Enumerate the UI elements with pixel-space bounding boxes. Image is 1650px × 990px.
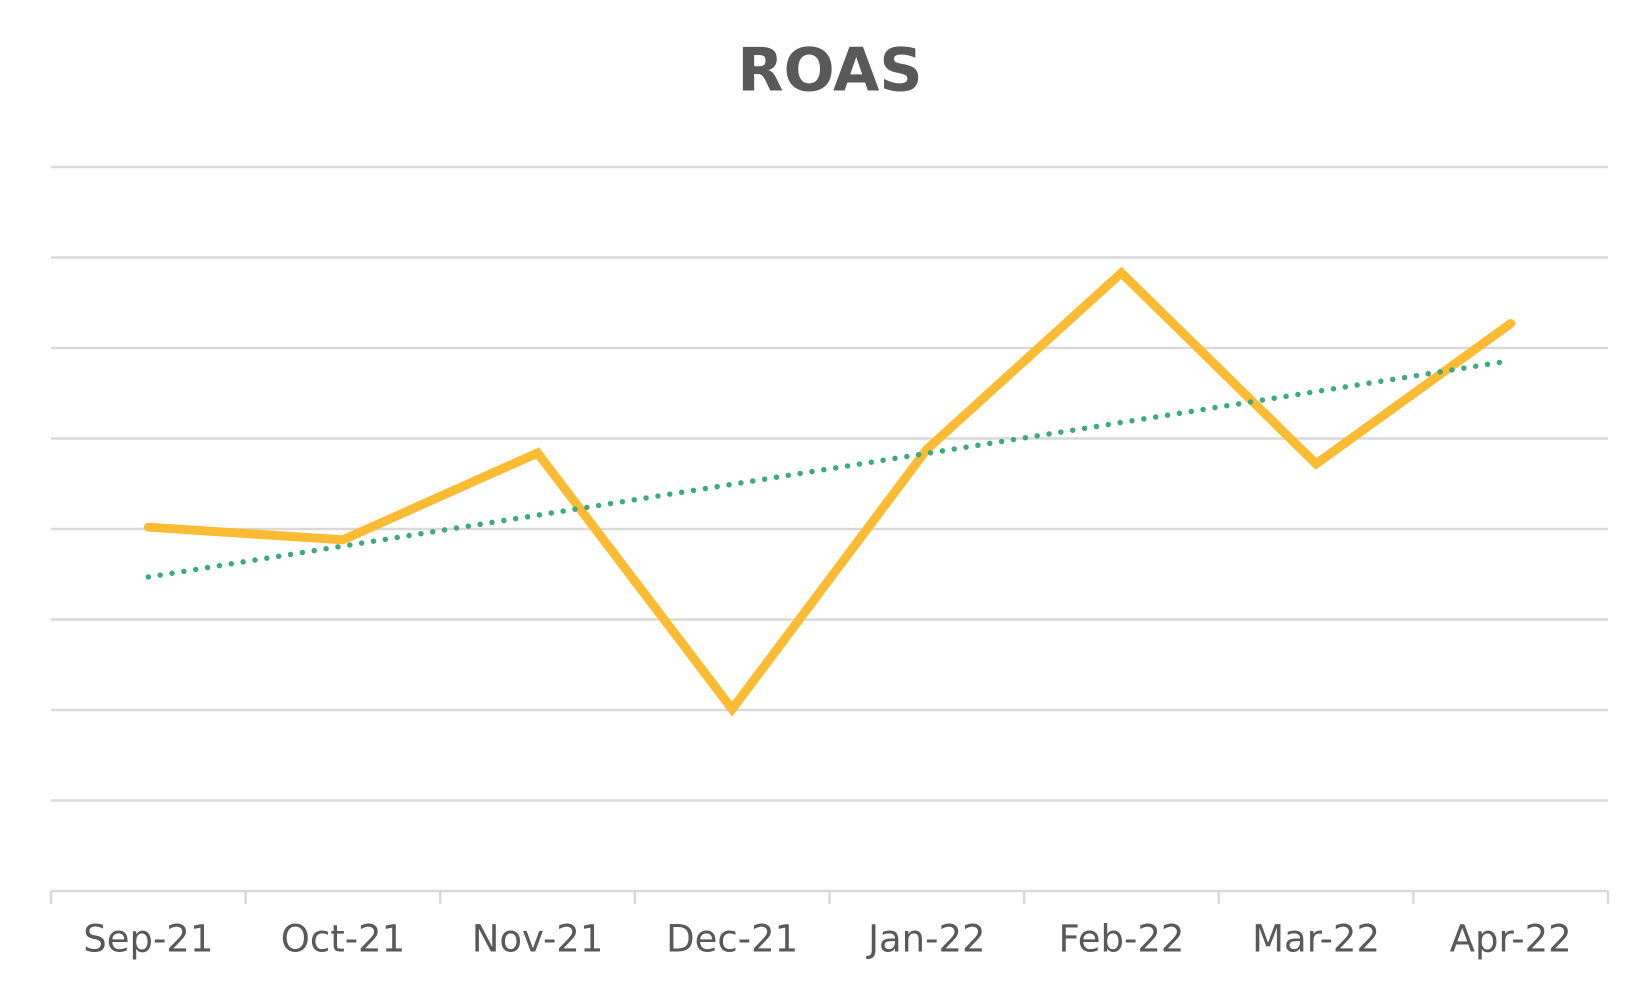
x-tick-label: Nov-21 bbox=[472, 918, 604, 961]
data-line bbox=[143, 266, 1516, 717]
x-tick-label: Dec-21 bbox=[666, 918, 798, 961]
trendline bbox=[145, 357, 1514, 580]
x-tick-label: Jan-22 bbox=[866, 918, 985, 961]
chart-title: ROAS bbox=[737, 36, 922, 106]
x-tick-label: Sep-21 bbox=[83, 918, 213, 961]
x-tick-label: Apr-22 bbox=[1450, 918, 1572, 961]
x-tick-label: Feb-22 bbox=[1058, 918, 1184, 961]
x-tick-label: Oct-21 bbox=[281, 918, 405, 961]
x-tick-label: Mar-22 bbox=[1252, 918, 1380, 961]
